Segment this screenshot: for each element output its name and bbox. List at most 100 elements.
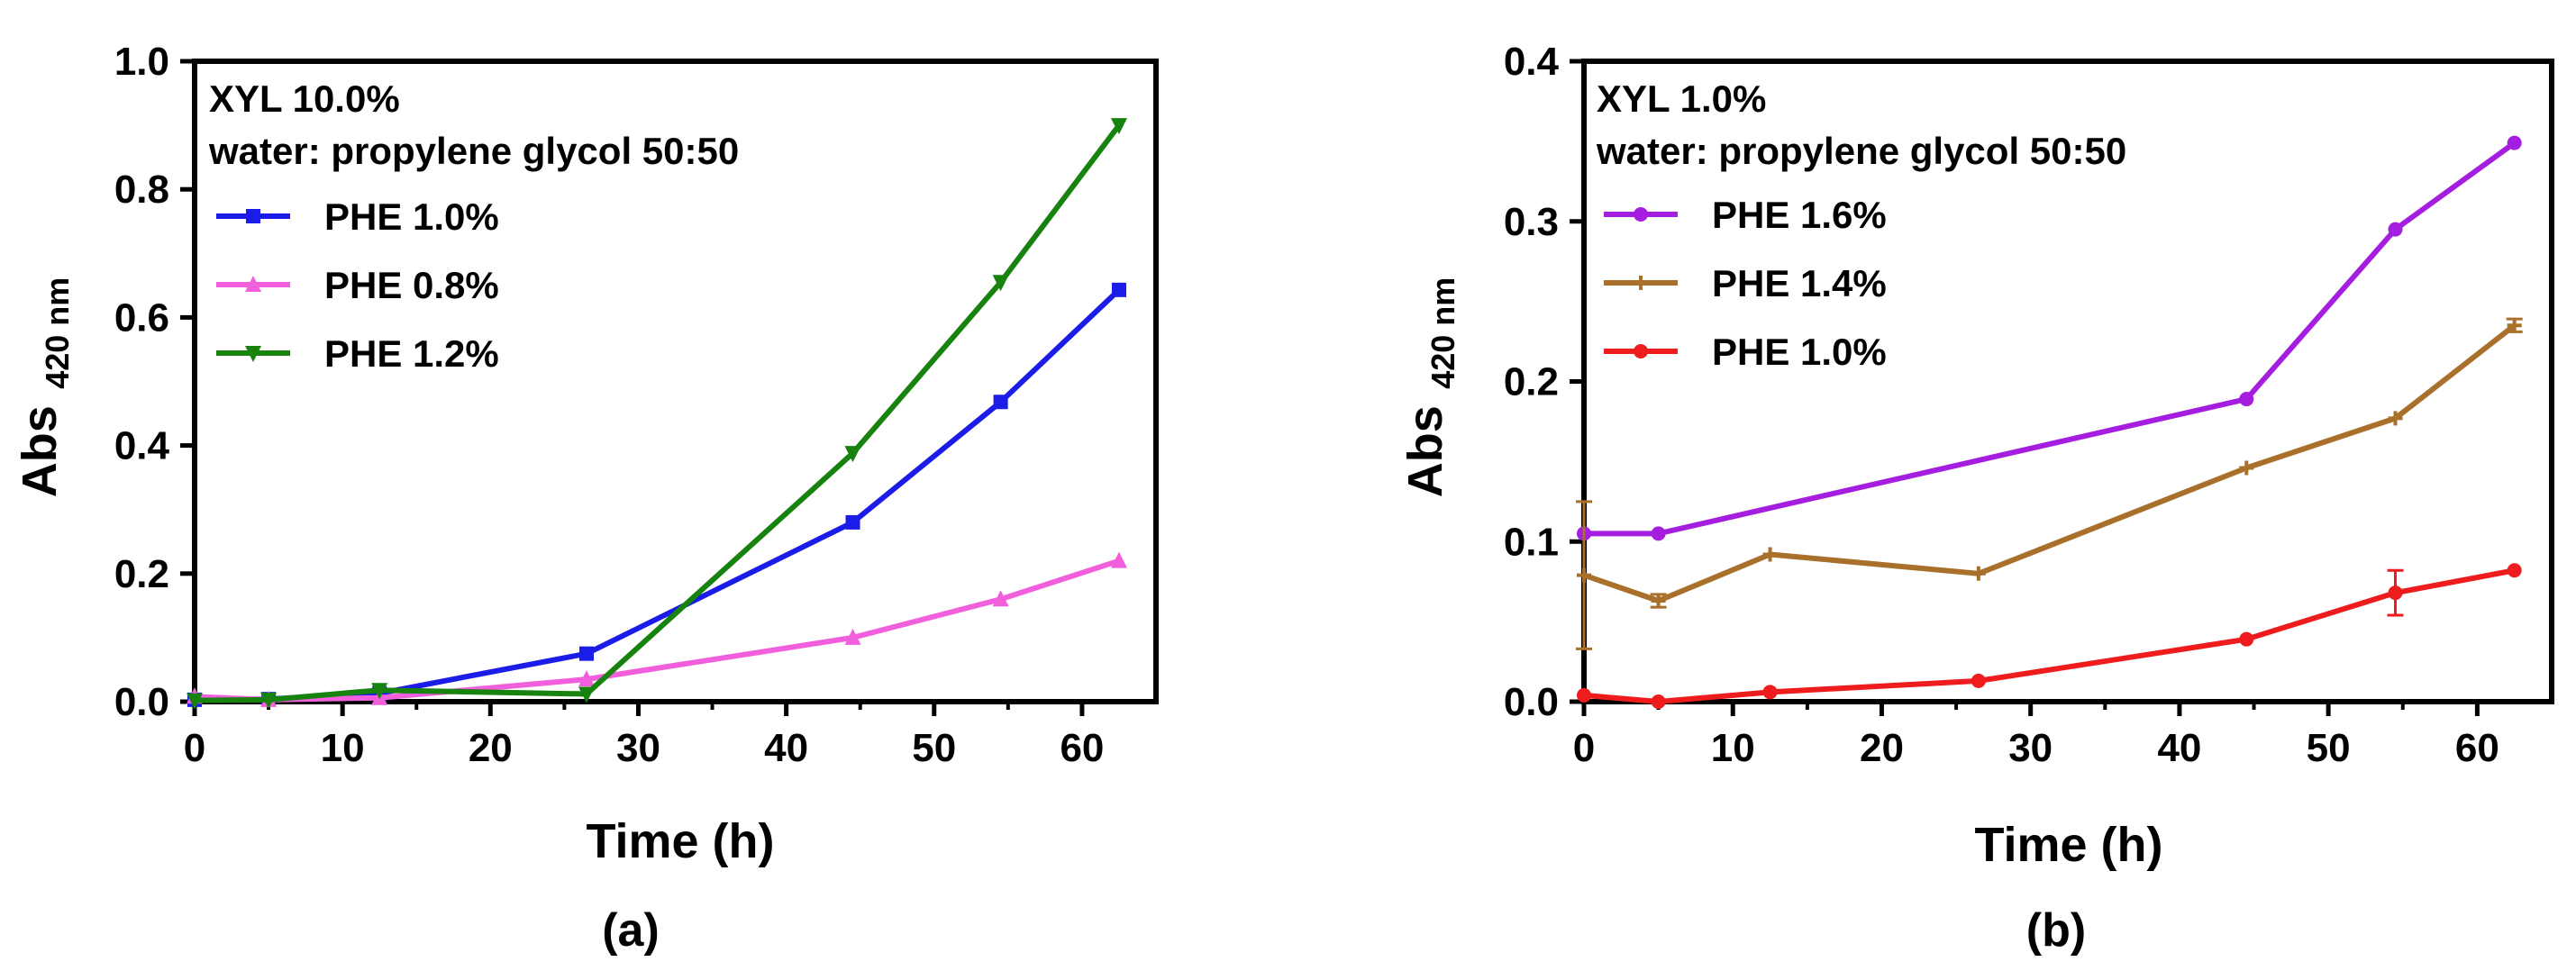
x-tick-label-b-0: 0 — [1573, 726, 1595, 770]
legend-label-b-1: PHE 1.4% — [1712, 262, 1887, 304]
x-tick-label-a-3: 30 — [616, 726, 660, 770]
legend-label-a-1: PHE 0.8% — [324, 264, 499, 306]
legend-marker-a-0 — [246, 209, 260, 223]
data-point-b-2-2 — [1762, 685, 1778, 700]
x-tick-label-a-0: 0 — [184, 726, 205, 770]
data-point-b-1-3 — [1971, 566, 1986, 581]
data-point-a-0-4 — [845, 514, 860, 530]
data-point-b-0-1 — [1651, 526, 1666, 541]
data-point-b-2-6 — [2507, 563, 2522, 578]
y-tick-label-b-3: 0.3 — [1504, 200, 1559, 244]
legend-label-b-0: PHE 1.6% — [1712, 194, 1887, 236]
x-tick-label-a-6: 60 — [1060, 726, 1104, 770]
legend-b: PHE 1.6% PHE 1.4% PHE 1.0% — [1604, 194, 1887, 373]
y-tick-label-b-0: 0.0 — [1504, 680, 1559, 724]
legend-label-b-2: PHE 1.0% — [1712, 331, 1887, 373]
legend-marker-b-0 — [1634, 207, 1648, 222]
panel-label-a: (a) — [602, 904, 660, 957]
data-point-a-1-5 — [992, 590, 1009, 607]
y-tick-label-a-0: 0.0 — [114, 680, 169, 724]
legend-entry-a-2: PHE 1.2% — [216, 332, 499, 375]
series-a-2 — [187, 118, 1127, 710]
plot-frame-a — [192, 59, 1159, 704]
y-tick-label-b-2: 0.2 — [1504, 360, 1559, 404]
legend-entry-a-1: PHE 0.8% — [216, 264, 499, 306]
legend-label-a-0: PHE 1.0% — [324, 195, 499, 238]
x-tick-label-b-3: 30 — [2008, 726, 2053, 770]
legend-entry-b-1: PHE 1.4% — [1604, 262, 1887, 304]
y-tick-label-b-1: 0.1 — [1504, 520, 1559, 564]
data-point-a-2-2 — [371, 683, 388, 700]
data-point-b-1-5 — [2388, 411, 2403, 426]
chart-panel-a: 0 10 20 30 40 50 60 0.0 0.2 0.4 0.6 0.8 1.0 XYL 10.0… — [13, 40, 1159, 957]
data-point-b-2-1 — [1651, 694, 1666, 709]
data-point-a-0-3 — [579, 646, 595, 661]
data-point-a-1-3 — [578, 670, 596, 687]
data-point-b-1-6 — [2507, 318, 2522, 333]
data-point-a-0-6 — [1111, 282, 1126, 297]
series-layer-a — [187, 118, 1127, 710]
chart-panel-b: 0 10 20 30 40 50 60 0.0 0.1 0.2 0.3 0.4 XYL 1.0% wa… — [1398, 40, 2554, 957]
data-point-a-2-5 — [992, 275, 1009, 292]
legend-marker-b-1 — [1634, 276, 1648, 290]
data-point-b-1-0 — [1577, 567, 1591, 583]
svg-text:Abs 420 nm: Abs 420 nm — [13, 277, 76, 498]
data-point-b-2-4 — [2239, 631, 2254, 647]
data-point-b-1-4 — [2239, 460, 2254, 476]
ticks-b: 0 10 20 30 40 50 60 0.0 0.1 0.2 0.3 0.4 — [1504, 40, 2499, 770]
y-tick-label-a-1: 0.2 — [114, 552, 169, 596]
svg-text:Abs 420 nm: Abs 420 nm — [1398, 277, 1461, 498]
x-axis-title-a: Time (h) — [586, 814, 774, 868]
x-tick-label-b-2: 20 — [1860, 726, 1904, 770]
annotation-a-line1: XYL 10.0% — [209, 77, 400, 120]
data-point-b-0-4 — [2507, 135, 2522, 150]
y-axis-title-a-main: Abs — [13, 405, 67, 497]
y-tick-label-a-4: 0.8 — [114, 168, 169, 212]
data-point-b-0-3 — [2388, 222, 2403, 237]
legend-entry-a-0: PHE 1.0% — [216, 195, 499, 238]
data-point-a-1-4 — [844, 628, 861, 645]
y-axis-title-a: Abs 420 nm — [13, 277, 76, 498]
x-tick-label-a-1: 10 — [321, 726, 365, 770]
data-point-a-0-5 — [993, 395, 1008, 410]
annotation-b-line1: XYL 1.0% — [1597, 77, 1766, 120]
data-point-b-2-0 — [1577, 687, 1591, 703]
y-axis-title-b-main: Abs — [1398, 405, 1452, 497]
annotation-a-line2: water: propylene glycol 50:50 — [208, 130, 739, 172]
data-point-b-0-2 — [2239, 392, 2254, 407]
series-b-1 — [1576, 317, 2523, 650]
data-point-a-2-1 — [260, 692, 278, 709]
x-tick-label-a-2: 20 — [469, 726, 513, 770]
data-point-a-2-6 — [1110, 118, 1127, 135]
y-axis-title-a-sub: 420 nm — [39, 277, 76, 389]
data-point-a-2-3 — [578, 686, 596, 703]
series-layer-b — [1576, 135, 2523, 709]
y-tick-label-b-4: 0.4 — [1504, 40, 1560, 84]
annotation-b-line2: water: propylene glycol 50:50 — [1596, 130, 2126, 172]
x-tick-label-b-4: 40 — [2157, 726, 2201, 770]
y-tick-label-a-2: 0.4 — [114, 424, 170, 468]
data-point-a-2-0 — [187, 693, 203, 710]
panel-label-b: (b) — [2026, 904, 2086, 957]
data-point-b-2-5 — [2388, 585, 2403, 601]
legend-marker-b-2 — [1634, 344, 1648, 358]
x-tick-label-b-1: 10 — [1711, 726, 1755, 770]
y-tick-label-a-3: 0.6 — [114, 295, 169, 340]
legend-label-a-2: PHE 1.2% — [324, 332, 499, 375]
ticks-a: 0 10 20 30 40 50 60 0.0 0.2 0.4 0.6 0.8 1.0 — [114, 40, 1105, 770]
y-axis-title-b-sub: 420 nm — [1425, 277, 1461, 389]
legend-a: PHE 1.0% PHE 0.8% PHE 1.2% — [216, 195, 499, 375]
legend-entry-b-0: PHE 1.6% — [1604, 194, 1887, 236]
data-point-b-2-3 — [1971, 673, 1986, 688]
x-tick-label-b-6: 60 — [2455, 726, 2499, 770]
data-point-b-1-1 — [1651, 594, 1666, 609]
x-tick-label-a-4: 40 — [764, 726, 808, 770]
x-axis-title-b: Time (h) — [1974, 818, 2162, 872]
axes-a — [192, 59, 1159, 704]
data-point-a-2-4 — [844, 446, 861, 463]
legend-marker-a-1 — [245, 276, 261, 292]
data-point-a-1-6 — [1110, 551, 1127, 568]
legend-entry-b-2: PHE 1.0% — [1604, 331, 1887, 373]
data-point-b-1-2 — [1762, 547, 1778, 562]
